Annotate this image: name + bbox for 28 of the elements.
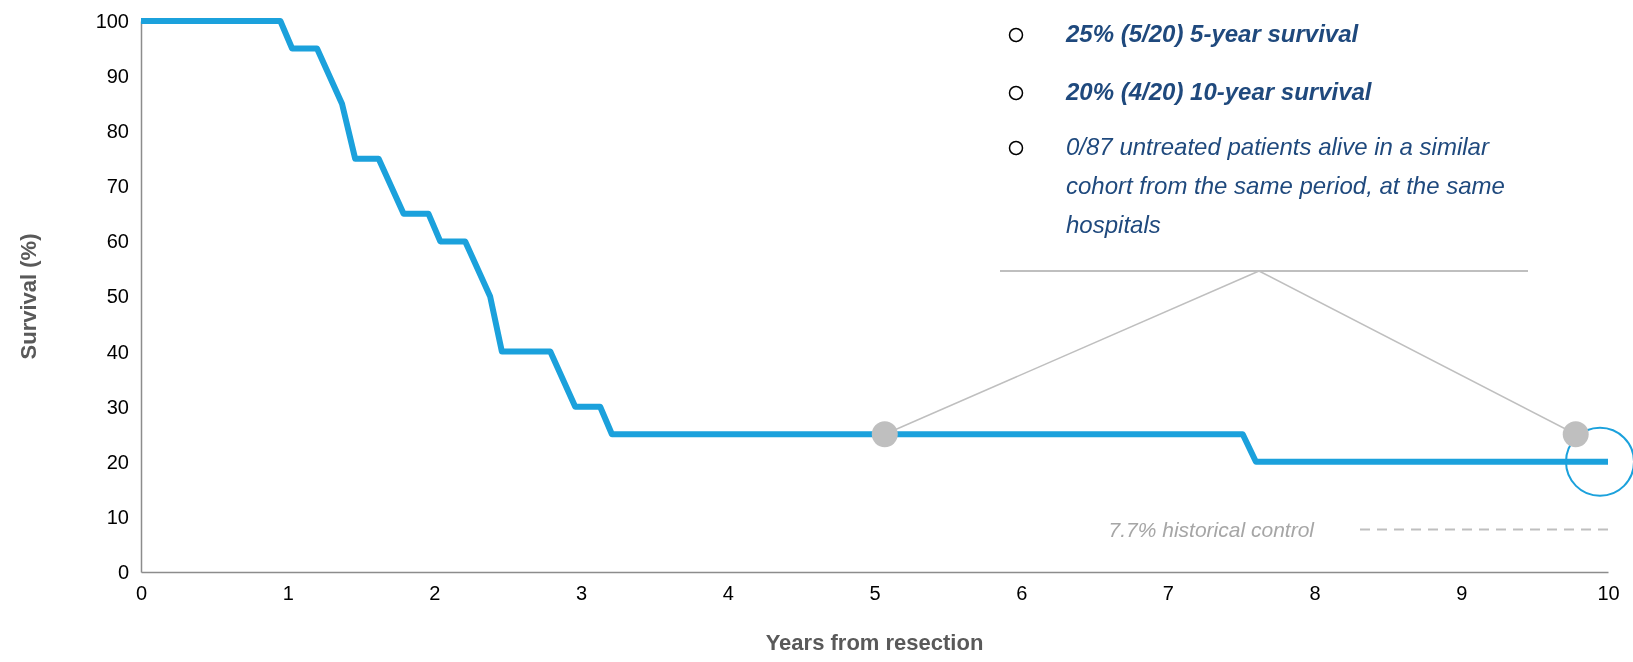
x-tick-label: 5 — [869, 582, 881, 605]
y-tick-label: 40 — [106, 340, 129, 363]
x-tick-label: 2 — [429, 582, 441, 605]
y-tick-label: 70 — [106, 175, 129, 198]
x-tick-label: 3 — [576, 582, 588, 605]
x-axis-title: Years from resection — [765, 630, 984, 655]
y-tick-label: 30 — [106, 395, 129, 418]
x-tick-label: 8 — [1309, 582, 1321, 605]
annotation: 25% (5/20) 5-year survival — [1065, 20, 1360, 47]
y-tick-label: 0 — [117, 560, 129, 583]
x-tick-label: 4 — [722, 582, 734, 605]
y-tick-label: 90 — [106, 65, 129, 87]
annotation: 0/87 untreated patients alive in a similar cohort from the same period, at the same hospitals — [1066, 133, 1505, 238]
y-tick-label: 20 — [106, 450, 129, 473]
ref-line-label: 7.7% historical control — [1108, 517, 1316, 541]
x-tick-label: 0 — [135, 582, 148, 605]
x-tick-label: 10 — [1597, 582, 1620, 605]
x-tick-label: 9 — [1456, 582, 1468, 605]
annotation: 20% (4/20) 10-year survival — [1065, 78, 1373, 105]
x-tick-label: 1 — [282, 582, 294, 605]
y-tick-label: 100 — [95, 9, 129, 32]
y-tick-label: 50 — [106, 285, 129, 308]
y-tick-label: 10 — [106, 505, 129, 528]
x-tick-label: 6 — [1016, 582, 1028, 605]
y-tick-label: 80 — [106, 120, 129, 143]
y-axis-title: Survival (%) — [16, 233, 41, 360]
x-tick-label: 7 — [1162, 582, 1174, 605]
y-tick-label: 60 — [106, 230, 129, 253]
